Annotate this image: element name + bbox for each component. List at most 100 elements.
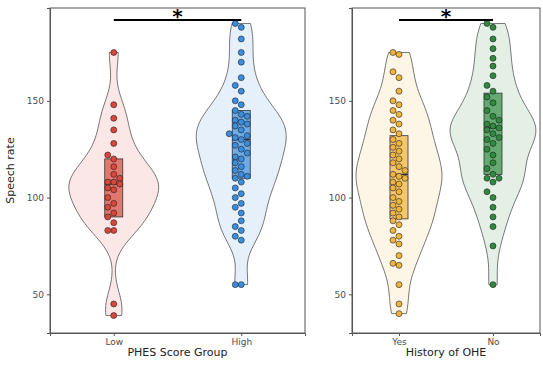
data-point <box>484 127 490 133</box>
data-point <box>238 49 244 55</box>
y-axis: 50100150 <box>329 9 353 334</box>
data-point <box>238 191 244 197</box>
data-point <box>105 195 111 201</box>
data-point <box>390 49 396 55</box>
data-point <box>396 198 402 204</box>
data-point <box>490 160 496 166</box>
data-point <box>490 214 496 220</box>
data-point <box>390 195 396 201</box>
data-point <box>396 214 402 220</box>
data-point <box>490 55 496 61</box>
data-point <box>238 24 244 30</box>
data-point <box>390 227 396 233</box>
data-point <box>111 156 117 162</box>
data-point <box>496 117 502 123</box>
data-point <box>232 204 238 210</box>
y-tick-mark <box>349 101 352 102</box>
y-axis-title: Speech rate <box>4 137 17 204</box>
figure: 50100150LowHighPHES Score GroupSpeech ra… <box>0 0 543 365</box>
data-point <box>232 233 238 239</box>
data-point <box>111 49 117 55</box>
data-point <box>490 179 496 185</box>
data-point <box>396 164 402 170</box>
data-point <box>111 187 117 193</box>
data-point <box>390 152 396 158</box>
data-point <box>390 179 396 185</box>
data-point <box>396 181 402 187</box>
data-point <box>232 108 238 114</box>
y-tick: 150 <box>27 96 50 106</box>
data-point <box>111 140 117 146</box>
violin <box>356 52 442 313</box>
y-tick-mark <box>47 294 50 295</box>
data-point <box>390 210 396 216</box>
data-point <box>390 137 396 143</box>
data-point <box>111 179 117 185</box>
data-point <box>490 63 496 69</box>
data-point <box>105 185 111 191</box>
data-point <box>111 200 117 206</box>
data-point <box>396 121 402 127</box>
data-point <box>238 137 244 143</box>
y-tick-mark <box>47 198 50 199</box>
x-axis-line <box>353 334 541 337</box>
data-point <box>484 94 490 100</box>
y-tick-label: 100 <box>27 193 44 203</box>
data-point <box>390 117 396 123</box>
significance-label: * <box>172 4 183 28</box>
x-tick-label: Yes <box>391 337 407 347</box>
data-point <box>226 131 232 137</box>
data-point <box>232 185 238 191</box>
data-point <box>390 69 396 75</box>
x-axis-title: History of OHE <box>406 346 487 359</box>
data-point <box>111 115 117 121</box>
data-point <box>390 237 396 243</box>
data-point <box>232 282 238 288</box>
data-point <box>396 301 402 307</box>
box <box>390 136 408 219</box>
data-point <box>390 160 396 166</box>
data-point <box>484 20 490 26</box>
data-point <box>111 210 117 216</box>
data-point <box>484 189 490 195</box>
data-point <box>238 102 244 108</box>
y-axis-line <box>47 9 51 334</box>
data-point <box>484 166 490 172</box>
x-tick-label: High <box>231 337 252 347</box>
data-point <box>490 24 496 30</box>
x-tick: High <box>231 333 252 347</box>
plot-frame <box>50 8 305 333</box>
data-point <box>111 102 117 108</box>
violin <box>196 23 286 284</box>
data-layer <box>69 20 286 318</box>
data-point <box>390 202 396 208</box>
data-point <box>490 152 496 158</box>
data-point <box>390 144 396 150</box>
data-point <box>232 98 238 104</box>
data-point <box>111 227 117 233</box>
data-point <box>390 218 396 224</box>
data-point <box>232 135 238 141</box>
data-point <box>238 36 244 42</box>
data-point <box>105 152 111 158</box>
y-tick-mark <box>47 101 50 102</box>
data-point <box>396 282 402 288</box>
data-point <box>396 253 402 259</box>
y-tick: 50 <box>33 290 50 300</box>
data-point <box>396 131 402 137</box>
data-point <box>232 154 238 160</box>
data-point <box>490 224 496 230</box>
x-tick: Low <box>105 333 123 347</box>
data-point <box>390 171 396 177</box>
data-point <box>105 179 111 185</box>
y-tick: 100 <box>27 193 50 203</box>
x-tick-mark <box>399 333 400 336</box>
data-point <box>232 175 238 181</box>
data-point <box>244 173 250 179</box>
data-point <box>490 131 496 137</box>
data-point <box>232 82 238 88</box>
data-point <box>490 123 496 129</box>
y-axis-line <box>349 9 353 334</box>
data-point <box>402 168 408 174</box>
x-tick-mark <box>241 333 242 336</box>
